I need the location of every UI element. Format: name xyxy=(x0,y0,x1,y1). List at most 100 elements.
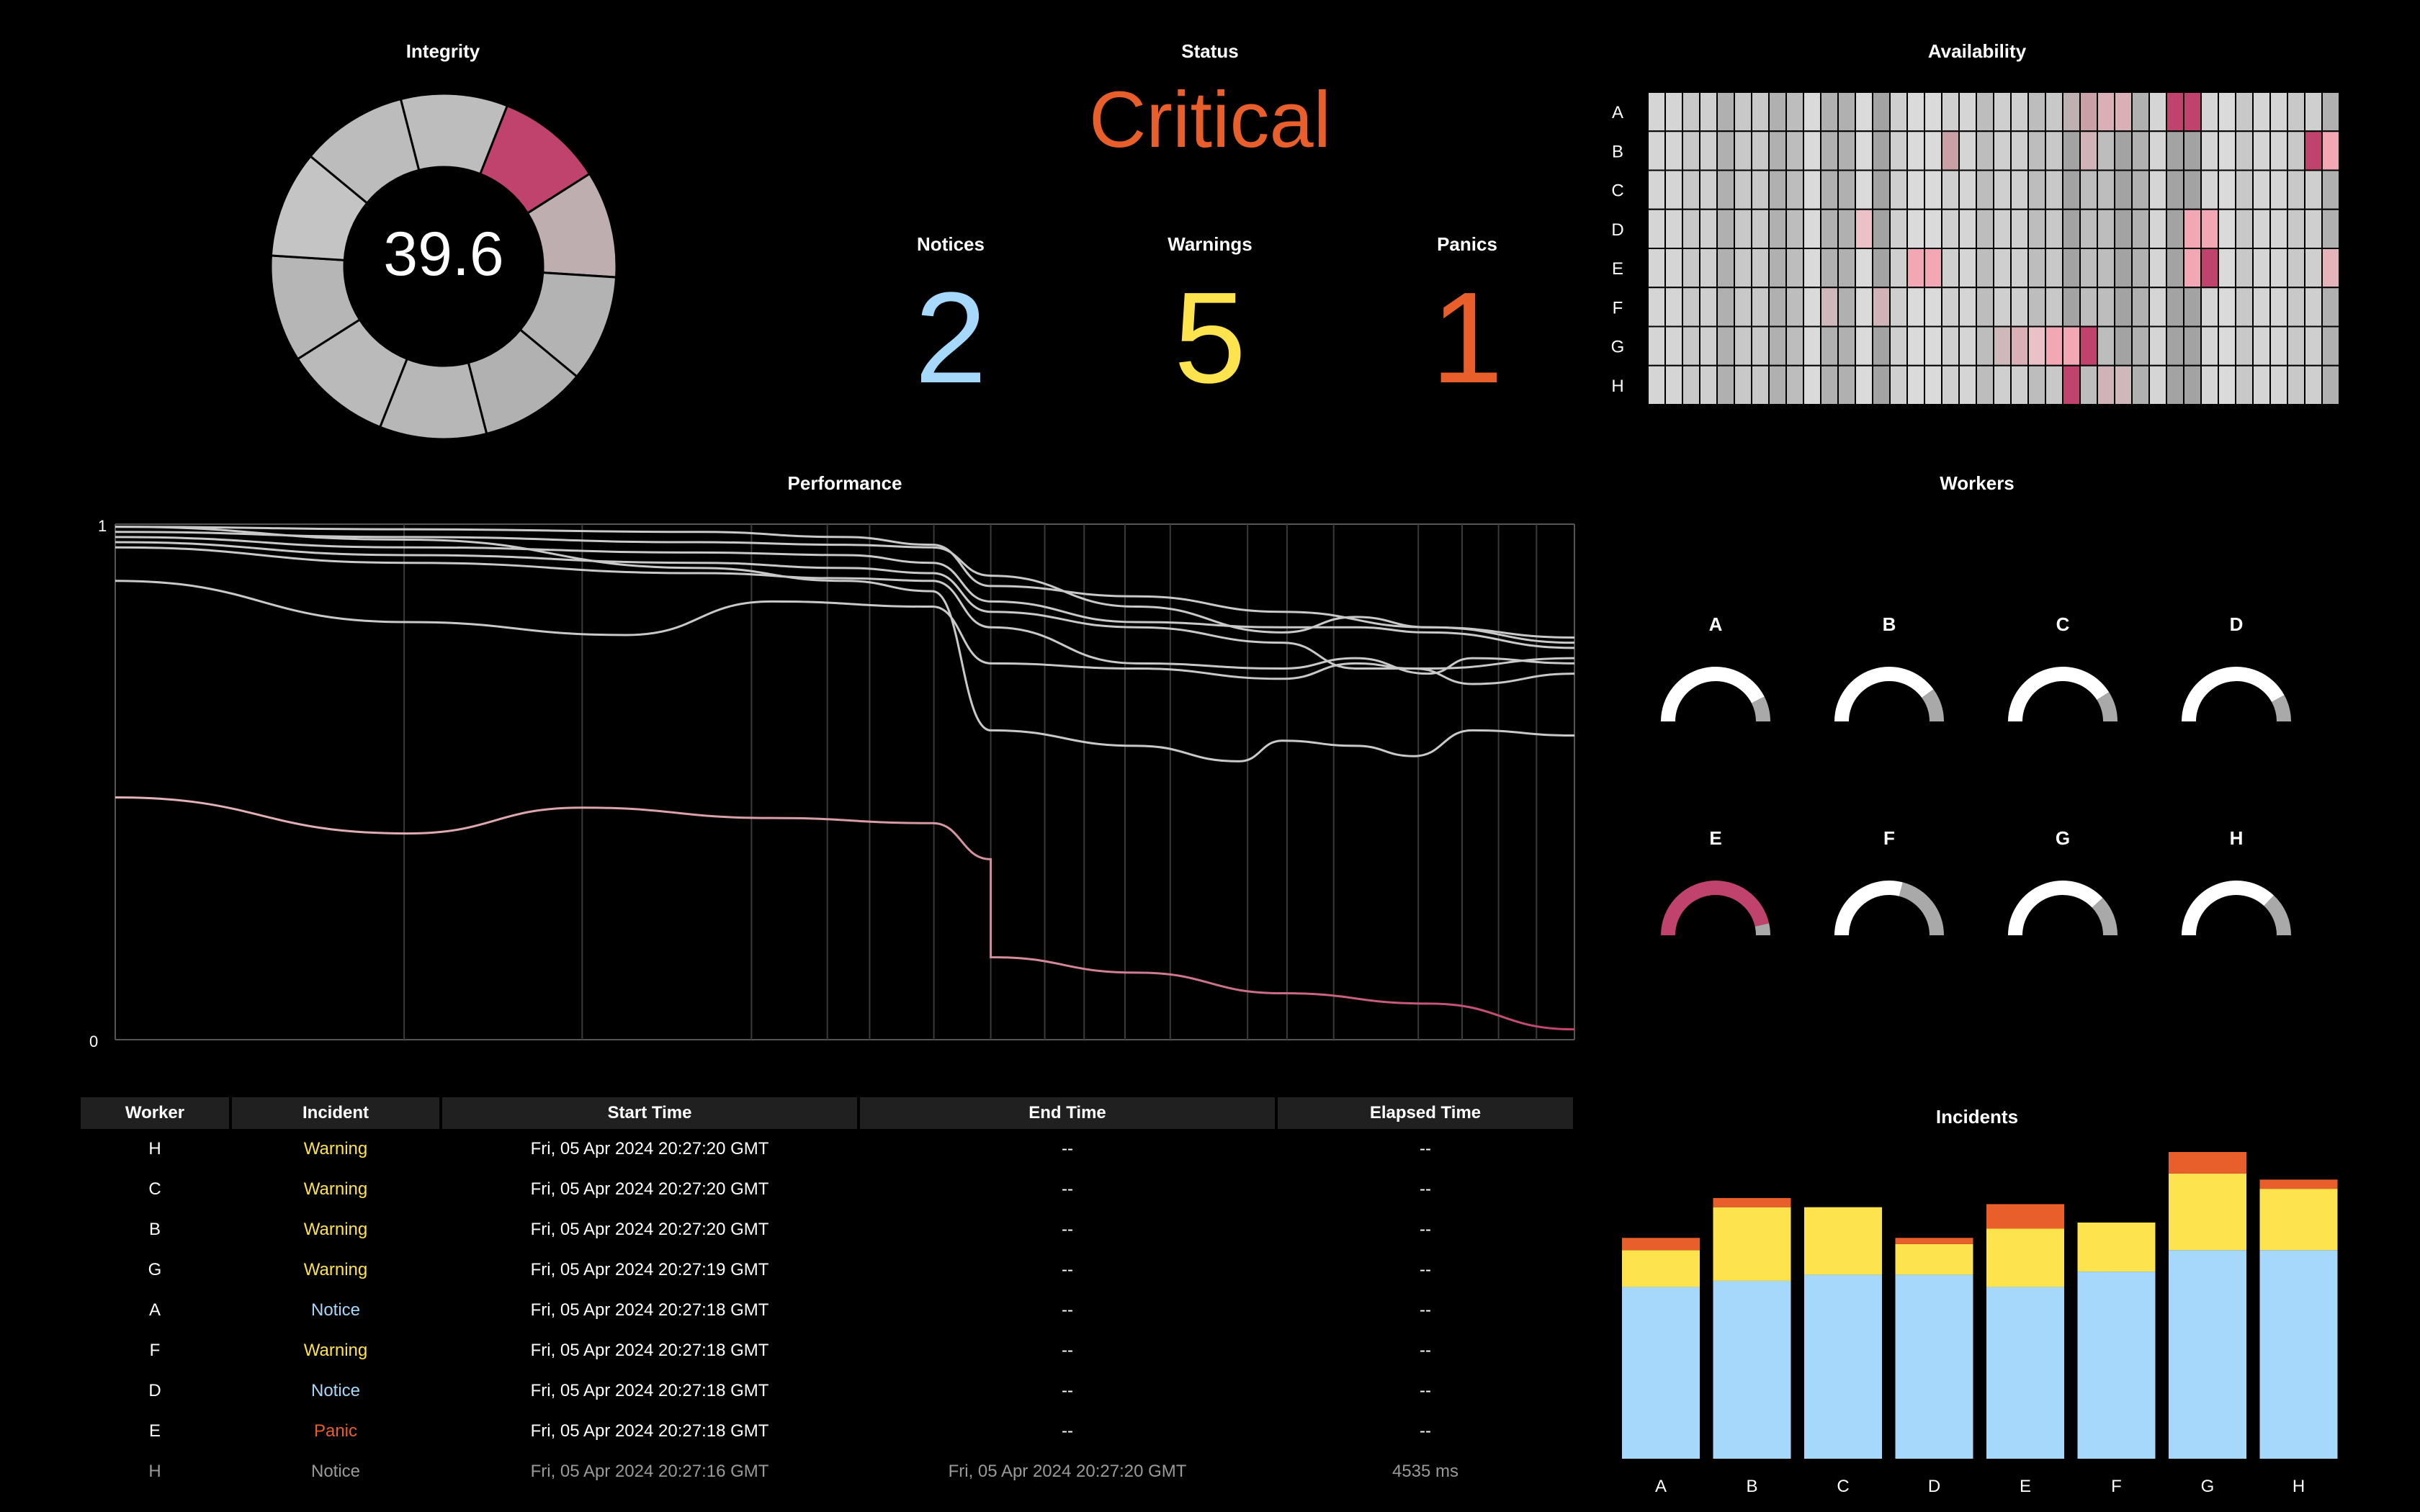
heatmap-cell xyxy=(1872,169,1891,210)
heatmap-cell xyxy=(2183,287,2202,328)
worker-gauge-a[interactable] xyxy=(1644,649,1788,729)
heatmap-cell xyxy=(1751,364,1770,405)
heatmap-cell xyxy=(2062,364,2081,405)
table-row[interactable]: G Warning Fri, 05 Apr 2024 20:27:19 GMT -- -… xyxy=(81,1250,1573,1290)
heatmap-cell xyxy=(2097,130,2115,171)
bar-notice-b[interactable] xyxy=(1713,1280,1791,1459)
heatmap-cell xyxy=(2235,287,2254,328)
heatmap-cell xyxy=(2321,208,2340,249)
gauge-fill xyxy=(1661,881,1770,935)
table-row[interactable]: A Notice Fri, 05 Apr 2024 20:27:18 GMT -- -- xyxy=(81,1290,1573,1331)
performance-series-line xyxy=(115,796,1575,1031)
heatmap-cell xyxy=(2218,130,2236,171)
heatmap-cell xyxy=(2062,169,2081,210)
table-row[interactable]: E Panic Fri, 05 Apr 2024 20:27:18 GMT -- -- xyxy=(81,1411,1573,1452)
bar-warning-c[interactable] xyxy=(1804,1207,1882,1275)
bar-warning-g[interactable] xyxy=(2169,1173,2246,1251)
heatmap-cell xyxy=(1872,130,1891,171)
bar-panic-b[interactable] xyxy=(1713,1197,1791,1207)
table-row[interactable]: H Warning Fri, 05 Apr 2024 20:27:20 GMT -- -… xyxy=(81,1129,1573,1169)
cell-incident: Panic xyxy=(313,1421,358,1441)
worker-gauge-d[interactable] xyxy=(2164,649,2308,729)
heatmap-cell xyxy=(1837,169,1856,210)
cell-elapsed-time: -- xyxy=(1420,1139,1431,1158)
table-row[interactable]: C Warning Fri, 05 Apr 2024 20:27:20 GMT -- -… xyxy=(81,1169,1573,1210)
heatmap-cell xyxy=(2321,325,2340,366)
cell-worker: A xyxy=(148,1300,161,1320)
heatmap-cell xyxy=(1716,130,1735,171)
performance-series-line xyxy=(115,580,1575,685)
heatmap-cell xyxy=(1993,287,2012,328)
heatmap-cell xyxy=(1889,287,1908,328)
integrity-value: 39.6 xyxy=(383,220,504,289)
heatmap-cell xyxy=(1785,169,1804,210)
bar-panic-a[interactable] xyxy=(1622,1238,1700,1251)
heatmap-cell xyxy=(1785,287,1804,328)
col-header-worker[interactable]: Worker xyxy=(81,1097,229,1129)
heatmap-cell xyxy=(1820,130,1839,171)
col-header-start-time[interactable]: Start Time xyxy=(442,1097,857,1129)
heatmap-cell xyxy=(1785,364,1804,405)
bar-notice-d[interactable] xyxy=(1895,1274,1973,1459)
cell-elapsed-time: -- xyxy=(1420,1179,1431,1199)
worker-gauge-h[interactable] xyxy=(2164,863,2308,942)
bar-warning-d[interactable] xyxy=(1895,1243,1973,1275)
heatmap-cell xyxy=(1855,248,1873,289)
heatmap-cell xyxy=(2166,208,2184,249)
notices-count: 2 xyxy=(914,266,987,410)
bar-warning-a[interactable] xyxy=(1622,1250,1700,1287)
heatmap-cell xyxy=(2235,130,2254,171)
gauge-fill xyxy=(1834,881,1903,935)
cell-elapsed-time: -- xyxy=(1420,1220,1431,1239)
heatmap-cell xyxy=(2287,248,2305,289)
table-row[interactable]: B Warning Fri, 05 Apr 2024 20:27:20 GMT -- -… xyxy=(81,1210,1573,1250)
heatmap-cell xyxy=(1751,325,1770,366)
gauge-fill xyxy=(2182,667,2285,721)
worker-gauge-e[interactable] xyxy=(1644,863,1788,942)
worker-gauge-f[interactable] xyxy=(1817,863,1961,942)
heatmap-cell xyxy=(2010,325,2029,366)
heatmap-cell xyxy=(1734,130,1752,171)
col-header-incident[interactable]: Incident xyxy=(232,1097,439,1129)
bar-notice-g[interactable] xyxy=(2169,1250,2246,1459)
heatmap-cell xyxy=(2114,325,2133,366)
heatmap-cell xyxy=(2131,287,2150,328)
heatmap-cell xyxy=(1803,91,1821,132)
heatmap-cell xyxy=(2079,169,2098,210)
bar-notice-c[interactable] xyxy=(1804,1274,1882,1459)
bar-warning-f[interactable] xyxy=(2077,1222,2156,1272)
heatmap-cell xyxy=(2321,364,2340,405)
bar-panic-g[interactable] xyxy=(2169,1152,2246,1174)
bar-warning-b[interactable] xyxy=(1713,1207,1791,1281)
worker-gauge-g[interactable] xyxy=(1991,863,2135,942)
table-row[interactable]: H Notice Fri, 05 Apr 2024 20:27:16 GMT Fri,… xyxy=(81,1452,1573,1492)
heatmap-cell xyxy=(1820,364,1839,405)
bar-warning-e[interactable] xyxy=(1986,1228,2064,1287)
bar-panic-d[interactable] xyxy=(1895,1238,1973,1244)
heatmap-cell xyxy=(1941,130,1960,171)
heatmap-cell xyxy=(2252,248,2271,289)
col-header-end-time[interactable]: End Time xyxy=(860,1097,1275,1129)
bar-panic-e[interactable] xyxy=(1986,1204,2064,1229)
heatmap-cell xyxy=(2166,325,2184,366)
col-header-elapsed-time[interactable]: Elapsed Time xyxy=(1278,1097,1573,1129)
bar-notice-h[interactable] xyxy=(2259,1250,2338,1459)
bar-notice-a[interactable] xyxy=(1622,1287,1700,1459)
heatmap-cell xyxy=(1889,169,1908,210)
worker-gauge-c[interactable] xyxy=(1991,649,2135,729)
bar-panic-h[interactable] xyxy=(2259,1179,2338,1189)
bar-notice-f[interactable] xyxy=(2077,1272,2156,1459)
table-row[interactable]: D Notice Fri, 05 Apr 2024 20:27:18 GMT -- -- xyxy=(81,1371,1573,1411)
heatmap-cell xyxy=(1664,91,1683,132)
availability-title: Availability xyxy=(1927,40,2027,62)
worker-gauge-b[interactable] xyxy=(1817,649,1961,729)
incidents-bar-chart: A B C D E F G H xyxy=(1622,1152,2338,1496)
bar-warning-h[interactable] xyxy=(2259,1189,2338,1251)
cell-incident: Warning xyxy=(303,1341,368,1360)
cell-incident: Warning xyxy=(303,1260,368,1279)
gauge-remainder xyxy=(1899,882,1944,935)
heatmap-cell xyxy=(2252,130,2271,171)
table-row[interactable]: F Warning Fri, 05 Apr 2024 20:27:18 GMT -- -… xyxy=(81,1331,1573,1371)
bar-notice-e[interactable] xyxy=(1986,1287,2064,1459)
heatmap-cell xyxy=(2166,364,2184,405)
